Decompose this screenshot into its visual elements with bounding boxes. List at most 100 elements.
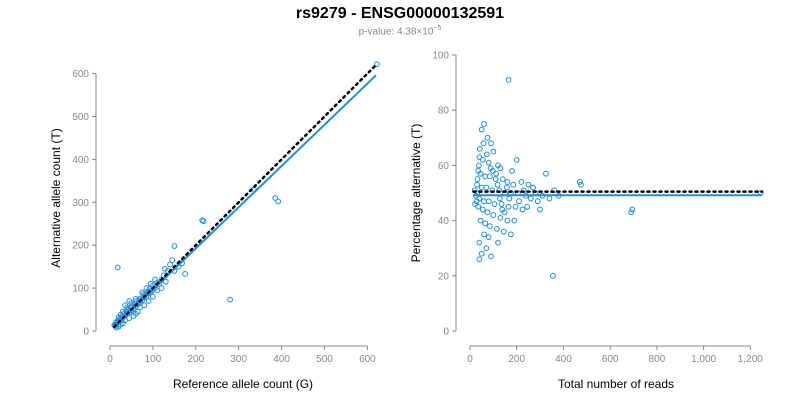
right-y-tick-label: 100 [432,51,449,62]
right-data-point [501,209,508,216]
left-y-tick-label: 0 [83,327,89,338]
left-data-point [143,285,150,291]
right-data-point [550,272,556,279]
right-data-point [479,206,486,213]
right-data-point [505,76,512,83]
left-data-point [162,265,168,272]
left-scatter-plot: 0 100 200 300 400 500 600 0100200300400500600 … [49,61,380,391]
right-data-point [494,181,501,188]
left-y-tick-label: 100 [72,284,89,295]
right-x-tick-label: 400 [555,354,572,365]
right-data-point [525,181,532,188]
right-data-point [474,176,481,183]
right-y-tick-label: 80 [438,106,450,117]
right-data-point [497,195,503,202]
right-data-point [472,201,479,207]
right-x-tick-label: 1,200 [738,354,763,365]
left-x-tick-label: 100 [145,354,162,365]
right-data-point [504,179,511,185]
right-data-point [473,198,480,205]
right-data-point [483,245,490,252]
right-data-point [505,203,512,210]
left-data-point [115,314,122,321]
left-y-tick-label: 500 [72,112,89,123]
right-data-point [506,195,513,202]
right-points [471,76,764,279]
left-y-tick-label: 200 [72,241,89,252]
right-y-tick-label: 0 [443,327,449,338]
right-data-point [475,203,482,210]
right-data-point [483,151,490,158]
right-data-point [482,173,489,180]
right-data-point [629,206,636,213]
left-data-point [152,276,158,283]
right-data-point [490,148,497,155]
right-data-point [477,170,484,177]
left-x-tick-label: 200 [187,354,204,365]
left-data-point [171,243,178,249]
left-y-ticks: 0 100 200 300 400 500 600 [72,69,96,338]
right-data-point [628,209,635,216]
right-data-point [498,201,505,207]
right-data-point [488,140,494,147]
left-data-point [275,198,282,205]
right-data-point [499,176,506,183]
left-data-point [114,264,121,271]
left-data-point [145,298,152,304]
right-data-point [507,231,514,238]
right-x-tick-label: 800 [649,354,666,365]
left-data-point [147,280,154,287]
left-data-point [182,271,188,277]
left-y-axis-label: Alternative allele count (T) [49,128,63,267]
right-y-tick-label: 40 [438,216,450,227]
left-x-ticks: 0 100 200 300 400 500 600 [107,346,376,365]
right-data-point [527,195,534,202]
right-data-point [485,159,492,166]
right-data-point [476,239,483,246]
left-data-point [126,298,133,304]
right-data-point [480,140,487,147]
right-data-point [504,184,510,191]
right-data-point [486,173,493,180]
left-data-point [150,293,156,300]
left-x-tick-label: 600 [359,354,376,365]
left-data-point [227,296,234,303]
right-data-point [477,217,484,224]
left-data-point [158,285,165,291]
right-data-point [492,176,499,183]
left-data-point [132,295,139,302]
left-data-point [122,302,128,309]
right-data-point [497,214,504,221]
right-data-point [484,209,491,216]
right-data-point [476,154,483,161]
right-data-point [519,206,526,213]
right-x-ticks: 0 200 400 600 800 1,000 1,200 [467,346,763,365]
right-y-tick-label: 60 [438,161,450,172]
right-data-point [482,220,489,227]
left-data-point [169,257,176,264]
right-data-point [493,225,500,232]
right-data-point [476,256,483,263]
right-data-point [534,198,541,205]
right-x-tick-label: 0 [467,354,473,365]
pvalue-text: p-value: 4.38×10 [358,26,434,38]
right-data-point [485,198,492,205]
right-data-point [481,121,487,127]
right-data-point [504,217,511,224]
left-y-tick-label: 400 [72,155,89,166]
right-data-point [578,181,584,188]
right-y-tick-label: 20 [438,271,450,282]
right-data-point [513,156,520,163]
right-data-point [485,234,492,241]
right-x-tick-label: 200 [508,354,525,365]
right-data-point [546,195,553,202]
left-y-tick-label: 300 [72,198,89,209]
left-data-point [373,61,380,68]
right-data-point [483,184,490,191]
right-data-point [511,217,518,224]
left-y-tick-label: 600 [72,69,89,80]
pvalue-exponent: −5 [433,25,442,32]
right-data-point [491,201,498,207]
chart-title: rs9279 - ENSG00000132591 [295,5,505,22]
right-data-point [488,253,494,260]
